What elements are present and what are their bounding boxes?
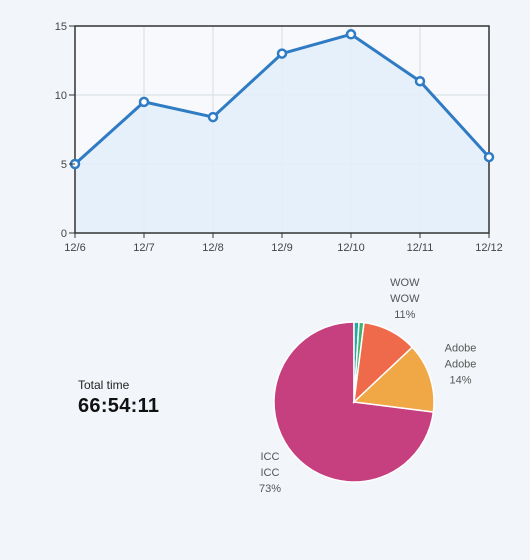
data-point (276, 48, 288, 59)
x-axis-ticks: 12/6 12/7 12/8 12/9 12/10 12/11 12/12 (64, 233, 503, 254)
data-point (138, 96, 150, 108)
data-point (483, 151, 495, 163)
y-tick-label: 5 (61, 159, 67, 171)
data-point (345, 29, 357, 40)
total-time-value: 66:54:11 (78, 395, 160, 417)
pie-slice-label: WOW (390, 293, 420, 305)
x-tick-label: 12/12 (475, 242, 503, 254)
data-point (207, 111, 219, 123)
y-axis-ticks: 0 5 10 15 (55, 21, 75, 240)
y-tick-label: 10 (55, 90, 67, 102)
pie-slice-label: 14% (450, 374, 472, 386)
x-tick-label: 12/7 (133, 242, 154, 254)
y-tick-label: 15 (55, 21, 67, 33)
area-fill (75, 34, 489, 233)
x-tick-label: 12/11 (407, 242, 434, 254)
data-point (414, 75, 426, 87)
total-time-label: Total time (78, 378, 130, 392)
line-chart: 0 5 10 15 12/6 12/7 12/8 12/9 12/10 12/11 12/12 (55, 21, 503, 254)
data-points (69, 29, 495, 170)
pie-slice (353, 321, 360, 403)
pie-slice-label: ICC (261, 467, 280, 479)
x-tick-label: 12/10 (337, 242, 365, 254)
x-tick-label: 12/6 (64, 242, 85, 254)
pie-slice-label: Adobe (445, 358, 477, 370)
pie-slice (273, 321, 435, 483)
pie-slice-label: Adobe (445, 342, 477, 354)
x-tick-label: 12/8 (202, 242, 223, 254)
x-tick-label: 12/9 (271, 242, 292, 254)
pie-slice (352, 321, 414, 404)
pie-slice (352, 346, 435, 413)
total-time-summary: Total time 66:54:11 (78, 378, 159, 418)
y-tick-label: 0 (61, 228, 67, 240)
pie-slice-label: WOW (390, 277, 420, 289)
pie-slice-label: 73% (259, 483, 281, 495)
pie-slice-label: ICC (261, 451, 280, 463)
pie-slices (273, 321, 435, 483)
pie-slice-label: 11% (394, 309, 415, 321)
pie-labels: ICC ICC 73% WOW WOW 11% Adobe Adobe 14% (259, 277, 476, 495)
pie-slice (353, 321, 365, 403)
